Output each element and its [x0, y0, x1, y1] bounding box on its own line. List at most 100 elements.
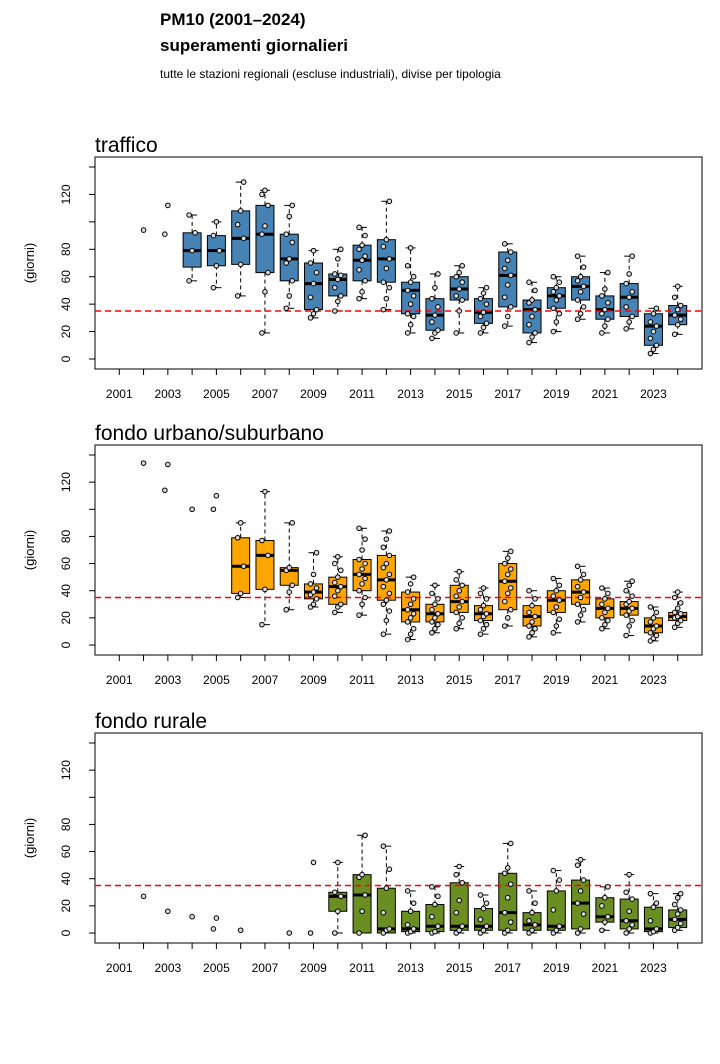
station-point-traffico: [332, 271, 338, 277]
station-point-traffico: [338, 293, 344, 299]
station-point-fondo_urbano: [577, 612, 584, 618]
station-point-fondo_urbano: [550, 575, 557, 582]
station-point-fondo_urbano: [404, 589, 411, 595]
x-tick-label-fondo_urbano: 2019: [543, 673, 570, 687]
station-point-fondo_rurale: [432, 928, 438, 935]
station-point-traffico: [407, 279, 414, 286]
station-point-fondo_urbano: [335, 587, 341, 594]
y-tick-label-fondo_urbano: 0: [59, 641, 73, 648]
box-traffico-2017: [498, 251, 518, 308]
station-point-fondo_rurale: [577, 856, 584, 863]
station-point-traffico: [671, 294, 678, 301]
station-point-fondo_urbano: [574, 601, 581, 608]
station-point-fondo_rurale: [674, 911, 681, 917]
station-point-traffico: [602, 286, 608, 292]
station-point-fondo_urbano: [577, 577, 584, 583]
station-point-fondo_urbano: [577, 594, 584, 601]
station-point-traffico: [526, 279, 532, 286]
x-tick-label-traffico: 2003: [154, 387, 181, 401]
y-tick-label-traffico: 0: [59, 355, 73, 362]
station-point-fondo_rurale: [574, 930, 581, 936]
station-point-fondo_urbano: [477, 631, 484, 637]
station-point-fondo_urbano: [383, 617, 390, 624]
station-point-fondo_urbano: [410, 610, 417, 617]
station-point-fondo_rurale: [483, 900, 490, 906]
x-tick-label-traffico: 2013: [397, 387, 424, 401]
station-point-traffico: [626, 294, 632, 301]
station-point-fondo_rurale: [435, 893, 441, 900]
station-point-traffico: [262, 289, 268, 295]
station-point-traffico: [289, 278, 296, 284]
station-point-fondo_urbano: [383, 536, 390, 542]
station-point-traffico: [386, 284, 393, 291]
x-tick-label-traffico: 2001: [106, 387, 133, 401]
station-point-traffico: [332, 284, 338, 291]
station-point-traffico: [286, 256, 293, 262]
station-point-traffico: [504, 313, 511, 320]
y-tick-label-fondo_rurale: 120: [59, 760, 73, 780]
station-point-fondo_urbano: [332, 593, 338, 599]
station-point-fondo_urbano: [526, 587, 532, 594]
station-point-fondo_urbano: [483, 621, 490, 628]
station-point-traffico: [674, 283, 681, 290]
station-point-traffico: [650, 346, 657, 353]
station-point-fondo_rurale: [580, 877, 587, 883]
station-point-traffico: [383, 295, 390, 302]
chart-title: PM10 (2001–2024): [160, 10, 306, 29]
station-point-fondo_rurale: [459, 923, 466, 930]
station-point-traffico: [677, 316, 684, 323]
station-point-fondo_urbano: [674, 589, 681, 595]
station-point-fondo_rurale: [526, 917, 532, 924]
station-point-fondo_rurale: [380, 843, 387, 849]
station-point-fondo_urbano: [453, 609, 460, 616]
station-point-traffico: [186, 212, 192, 218]
y-axis-label-traffico: (giorni): [22, 243, 37, 283]
x-tick-label-fondo_urbano: 2001: [106, 673, 133, 687]
station-point-fondo_urbano: [677, 600, 684, 606]
station-point-fondo_rurale: [477, 892, 484, 898]
station-point-fondo_urbano: [501, 578, 508, 585]
station-point-fondo_urbano: [580, 606, 587, 613]
station-point-fondo_rurale: [310, 859, 317, 866]
station-point-fondo_urbano: [380, 564, 387, 571]
station-point-fondo_rurale: [671, 901, 678, 908]
station-point-fondo_rurale: [623, 917, 629, 924]
station-point-fondo_rurale: [556, 877, 563, 883]
station-point-traffico: [629, 253, 635, 259]
station-point-fondo_urbano: [283, 606, 290, 613]
station-point-fondo_rurale: [626, 871, 632, 878]
station-point-fondo_urbano: [553, 587, 560, 594]
station-point-traffico: [501, 265, 508, 272]
panel-title-traffico: traffico: [95, 134, 158, 157]
station-point-fondo_rurale: [507, 840, 514, 847]
station-point-fondo_rurale: [677, 907, 684, 913]
x-tick-label-fondo_rurale: 2021: [592, 961, 619, 975]
station-point-fondo_rurale: [356, 930, 362, 936]
station-point-fondo_rurale: [507, 919, 514, 925]
station-point-fondo_urbano: [629, 593, 635, 599]
station-point-traffico: [407, 301, 414, 307]
station-point-fondo_urbano: [335, 574, 341, 580]
station-point-traffico: [456, 286, 463, 292]
station-point-traffico: [186, 278, 192, 284]
station-point-fondo_rurale: [653, 900, 660, 906]
station-point-fondo_rurale: [359, 871, 365, 878]
station-point-fondo_urbano: [435, 596, 441, 602]
station-point-fondo_urbano: [435, 621, 441, 628]
station-point-traffico: [386, 198, 393, 205]
station-point-fondo_urbano: [602, 596, 608, 602]
station-point-fondo_urbano: [532, 625, 538, 632]
station-point-fondo_urbano: [259, 537, 265, 544]
station-point-fondo_urbano: [213, 492, 220, 499]
station-point-fondo_rurale: [577, 926, 584, 932]
station-point-fondo_rurale: [456, 863, 463, 870]
station-point-fondo_urbano: [556, 597, 563, 604]
station-point-fondo_urbano: [435, 610, 441, 617]
station-point-fondo_rurale: [532, 900, 538, 906]
station-point-traffico: [599, 330, 605, 336]
station-point-traffico: [623, 304, 629, 310]
station-point-fondo_urbano: [313, 596, 320, 602]
station-point-fondo_urbano: [459, 615, 466, 621]
station-point-fondo_rurale: [674, 894, 681, 901]
station-point-fondo_urbano: [356, 571, 362, 578]
